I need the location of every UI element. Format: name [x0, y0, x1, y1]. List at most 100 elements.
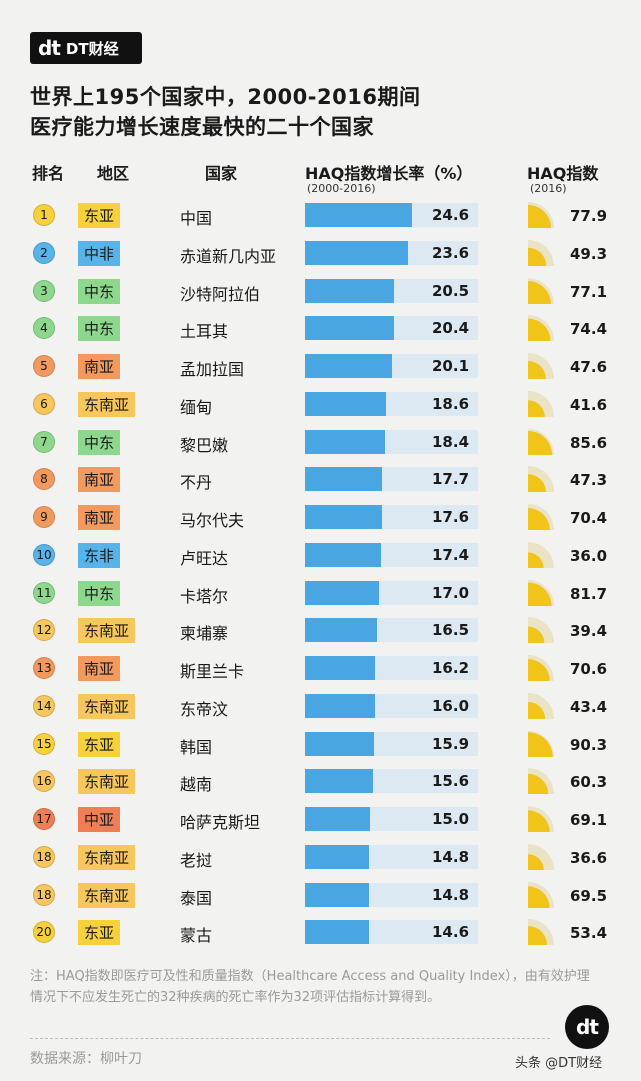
table-row: 11 中东 卡塔尔 17.0 81.7	[0, 575, 641, 613]
country-name: 赤道新几内亚	[180, 246, 277, 266]
country-name: 蒙古	[180, 926, 213, 946]
haq-gauge-fill	[528, 810, 550, 832]
rank-badge: 18	[33, 845, 55, 868]
haq-gauge-icon	[528, 541, 554, 568]
haq-gauge-fill	[528, 701, 546, 719]
growth-bar	[305, 882, 369, 907]
haq-gauge-fill	[528, 280, 551, 304]
growth-bar	[305, 693, 375, 718]
rank-badge: 18	[33, 883, 55, 906]
haq-value: 36.6	[570, 848, 608, 867]
table-row: 9 南亚 马尔代夫 17.6 70.4	[0, 499, 641, 537]
rank-badge: 20	[33, 921, 55, 944]
country-name: 不丹	[180, 473, 213, 493]
growth-bar	[305, 731, 374, 756]
haq-value: 69.1	[570, 811, 608, 829]
table-row: 4 中东 土耳其 20.4 74.4	[0, 310, 641, 348]
rank-badge: 15	[33, 732, 55, 755]
haq-gauge-icon	[528, 655, 554, 681]
growth-bar	[305, 354, 392, 378]
country-name: 土耳其	[180, 322, 229, 342]
chart-title: 世界上195个国家中，2000-2016期间 医疗能力增长速度最快的二十个国家	[30, 82, 420, 142]
growth-value: 17.0	[432, 583, 470, 602]
growth-value: 16.2	[432, 659, 470, 677]
country-name: 哈萨克斯坦	[180, 813, 261, 832]
growth-value: 18.4	[432, 432, 470, 451]
haq-gauge-icon	[528, 277, 554, 304]
growth-value: 14.8	[432, 885, 470, 904]
growth-value: 14.6	[432, 923, 470, 942]
rank-badge: 6	[33, 392, 55, 415]
haq-value: 47.3	[570, 471, 608, 490]
rank-badge: 1	[33, 204, 55, 226]
brand-name: DT财经	[65, 39, 119, 58]
rank-badge: 5	[33, 355, 55, 377]
region-tag: 南亚	[78, 656, 121, 681]
table-row: 7 中东 黎巴嫩 18.4 85.6	[0, 424, 641, 462]
growth-bar	[305, 807, 370, 831]
country-name: 斯里兰卡	[180, 662, 245, 681]
rank-badge: 10	[33, 543, 55, 566]
table-row: 16 东南亚 越南 15.6 60.3	[0, 763, 641, 801]
haq-gauge-fill	[528, 731, 553, 757]
country-name: 马尔代夫	[180, 511, 245, 530]
header-growth-sub: (2000-2016)	[307, 182, 376, 195]
title-line-2: 医疗能力增长速度最快的二十个国家	[30, 115, 374, 139]
haq-gauge-fill	[528, 205, 551, 228]
growth-bar	[305, 278, 394, 303]
haq-value: 60.3	[570, 773, 608, 792]
haq-gauge-icon	[528, 353, 554, 379]
haq-gauge-icon	[528, 617, 554, 644]
growth-bar	[305, 542, 381, 567]
footnote: 注：HAQ指数即医疗可及性和质量指数（Healthcare Access and…	[30, 969, 590, 1005]
region-tag: 东南亚	[78, 882, 136, 908]
rank-badge: 8	[33, 468, 55, 491]
table-row: 10 东非 卢旺达 17.4 36.0	[0, 537, 641, 575]
country-name: 柬埔寨	[180, 624, 229, 644]
country-name: 韩国	[180, 737, 213, 757]
haq-gauge-icon	[528, 692, 554, 719]
brand-logo: dt DT财经	[30, 32, 142, 64]
growth-value: 17.4	[432, 545, 470, 564]
haq-value: 77.1	[570, 282, 608, 301]
table-row: 6 东南亚 缅甸 18.6 41.6	[0, 386, 641, 424]
haq-gauge-fill	[528, 430, 553, 455]
rank-badge: 13	[33, 657, 55, 679]
table-row: 13 南亚 斯里兰卡 16.2 70.6	[0, 650, 641, 688]
rank-badge: 7	[33, 430, 55, 453]
region-tag: 东南亚	[78, 844, 136, 870]
region-tag: 南亚	[78, 467, 121, 493]
table-row: 15 东亚 韩国 15.9 90.3	[0, 726, 641, 764]
growth-bar	[305, 429, 385, 454]
region-tag: 南亚	[78, 505, 121, 530]
region-tag: 东南亚	[78, 618, 136, 644]
region-tag: 东南亚	[78, 769, 136, 795]
growth-value: 15.9	[432, 734, 470, 753]
growth-bar	[305, 580, 379, 605]
country-name: 泰国	[180, 888, 213, 908]
rank-badge: 3	[33, 279, 55, 302]
country-name: 卡塔尔	[180, 586, 229, 606]
growth-value: 15.0	[432, 810, 470, 828]
country-name: 孟加拉国	[180, 360, 245, 379]
growth-value: 24.6	[432, 206, 470, 224]
brand-badge-icon: dt	[565, 1005, 609, 1049]
region-tag: 中亚	[78, 807, 121, 832]
table-row: 5 南亚 孟加拉国 20.1 47.6	[0, 348, 641, 386]
haq-gauge-icon	[528, 504, 554, 530]
growth-value: 20.4	[432, 319, 470, 338]
haq-gauge-icon	[528, 466, 554, 493]
growth-bar	[305, 656, 375, 680]
haq-gauge-icon	[528, 390, 554, 417]
growth-bar	[305, 240, 408, 265]
haq-gauge-fill	[528, 399, 545, 417]
growth-value: 14.8	[432, 847, 470, 866]
haq-gauge-icon	[528, 843, 554, 870]
region-tag: 东亚	[78, 920, 121, 946]
growth-bar	[305, 467, 382, 492]
table-row: 2 中非 赤道新几内亚 23.6 49.3	[0, 235, 641, 273]
region-tag: 中东	[78, 278, 121, 304]
haq-value: 74.4	[570, 320, 608, 339]
haq-value: 43.4	[570, 697, 608, 716]
table-row: 1 东亚 中国 24.6 77.9	[0, 197, 641, 235]
